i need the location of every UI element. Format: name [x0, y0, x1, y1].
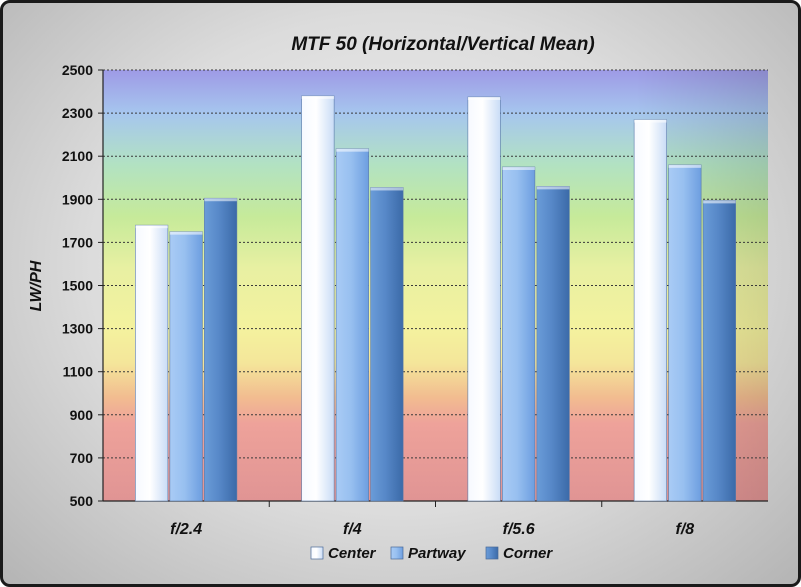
legend-label-center: Center — [328, 545, 377, 562]
bar-center-2 — [467, 96, 501, 502]
bar-partway-0 — [169, 231, 203, 502]
bars — [135, 95, 736, 502]
bar-highlight — [204, 198, 237, 202]
x-tick-label: f/5.6 — [503, 521, 535, 538]
bar-highlight — [336, 148, 369, 152]
bar-highlight — [135, 225, 168, 229]
y-tick-label: 900 — [70, 407, 94, 423]
gridlines — [103, 69, 768, 459]
y-tick-label: 2300 — [62, 105, 93, 121]
legend-label-corner: Corner — [503, 545, 553, 562]
bar-highlight — [634, 119, 667, 123]
y-tick-label: 700 — [70, 450, 94, 466]
bar-highlight — [467, 96, 501, 100]
y-tick-label: 1900 — [62, 191, 93, 207]
y-tick-label: 1700 — [62, 234, 93, 250]
bar-center-0 — [135, 224, 169, 502]
bar-corner-3 — [702, 200, 736, 502]
bar-highlight — [703, 200, 736, 204]
bar-highlight — [502, 166, 535, 170]
bar-highlight — [370, 187, 404, 191]
y-axis-ticks: 500 700 900 1100 1300 1500 1700 1900 2100 2300 250… — [62, 62, 768, 509]
x-tick-label: f/4 — [343, 521, 362, 538]
bar-corner-1 — [370, 187, 404, 502]
bar-center-3 — [633, 119, 667, 502]
bar-corner-2 — [536, 186, 570, 502]
bar-highlight — [301, 95, 335, 99]
bar-highlight — [169, 231, 203, 235]
bar-center-1 — [301, 95, 335, 502]
bar-corner-0 — [204, 197, 238, 502]
x-tick-label: f/2.4 — [170, 521, 202, 538]
bar-partway-3 — [668, 164, 702, 502]
chart: MTF 50 (Horizontal/Vertical Mean) 500 700… — [28, 34, 768, 562]
legend-swatch-center — [310, 546, 324, 560]
chart-title: MTF 50 (Horizontal/Vertical Mean) — [291, 34, 594, 55]
y-tick-label: 500 — [70, 493, 94, 509]
y-tick-label: 2100 — [62, 148, 93, 164]
y-tick-label: 1500 — [62, 278, 93, 294]
legend-label-partway: Partway — [408, 545, 466, 562]
bar-partway-2 — [502, 166, 536, 502]
legend-swatch-corner — [485, 546, 499, 560]
y-tick-label: 1100 — [63, 364, 94, 380]
legend-swatch-partway — [390, 546, 404, 560]
y-tick-label: 2500 — [62, 62, 93, 78]
legend: Center Partway Corner — [310, 545, 553, 562]
x-tick-label: f/8 — [676, 521, 695, 538]
x-axis-ticks: f/2.4 f/4 f/5.6 f/8 — [170, 501, 694, 538]
bar-partway-1 — [335, 148, 369, 502]
y-tick-label: 1300 — [62, 321, 93, 337]
y-axis-label: LW/PH — [28, 260, 45, 311]
bar-highlight — [536, 186, 570, 190]
bar-highlight — [668, 164, 702, 168]
